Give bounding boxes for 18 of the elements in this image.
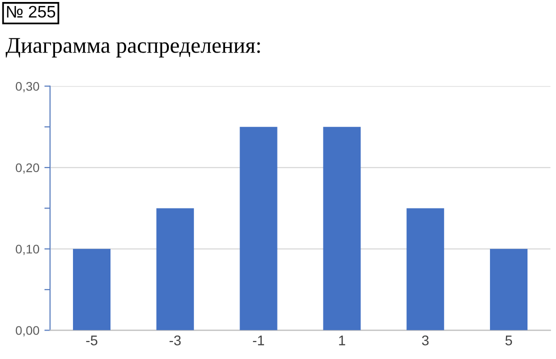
y-tick-label: 0,30 [16,82,40,92]
bar [72,248,111,330]
bar [406,208,444,330]
y-tick-label: 0,20 [16,163,40,174]
bar [323,126,361,330]
bar [490,248,528,330]
x-tick-label: -3 [170,336,181,346]
bar [156,208,194,330]
x-tick-label: -1 [252,336,264,346]
x-tick-label: 1 [339,336,346,346]
y-tick-label: 0,00 [16,326,40,336]
x-tick-label: 5 [505,336,512,346]
bar [240,126,278,330]
x-tick-label: -5 [86,336,98,346]
x-tick-label: 3 [422,336,429,346]
text: № 255 [7,6,56,18]
chart-title: Диаграмма распределения: [6,38,260,58]
y-tick-label: 0,10 [16,244,40,256]
